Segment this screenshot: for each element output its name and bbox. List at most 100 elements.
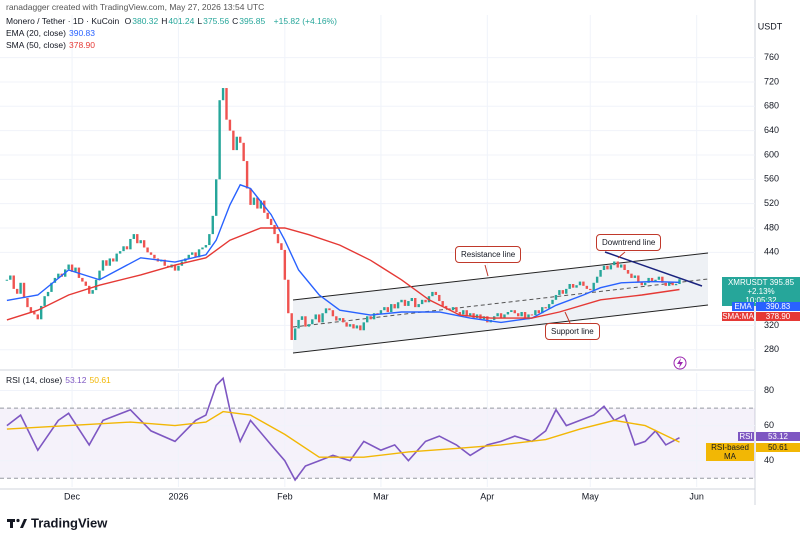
sma-name: SMA (50, close) [6, 40, 66, 50]
candle [283, 249, 287, 280]
candle [386, 307, 389, 313]
candle [19, 282, 22, 294]
candle [259, 200, 263, 209]
candle [506, 312, 510, 315]
candle [328, 308, 331, 311]
candle [129, 238, 132, 250]
credit: ranadagger created with TradingView.com,… [6, 2, 265, 12]
candle [458, 312, 462, 315]
countdown: 10:05:32 [745, 296, 777, 305]
candle [304, 316, 307, 327]
x-tick-label: Jun [689, 491, 704, 501]
candle [273, 224, 276, 235]
candle [664, 282, 667, 286]
candle [67, 264, 70, 270]
candle [105, 260, 108, 266]
candle [510, 310, 513, 313]
candle [266, 212, 269, 219]
candle [547, 304, 551, 309]
callout [564, 311, 571, 324]
candle [619, 264, 623, 268]
candle [197, 249, 201, 258]
candle [98, 270, 101, 280]
ema-name: EMA (20, close) [6, 28, 66, 38]
y-tick-label: 60 [764, 420, 774, 430]
candle [132, 234, 136, 239]
ohlc: O380.32 H401.24 L375.56 C395.85 [125, 16, 269, 26]
candle [372, 313, 376, 320]
rsi-value: 53.12 [65, 375, 87, 385]
candle [125, 246, 129, 250]
candle [91, 290, 94, 294]
candle [249, 188, 252, 205]
candle [139, 240, 142, 244]
candle [616, 261, 619, 268]
candle [626, 270, 630, 274]
logo [7, 518, 27, 528]
candle [81, 277, 84, 282]
ohlc-key: O [124, 16, 132, 26]
candle [643, 282, 647, 286]
rsi-ma-tag: RSI-based MA [706, 443, 754, 461]
candle [122, 246, 125, 252]
candle [245, 161, 249, 189]
candle [194, 252, 197, 258]
candle [366, 316, 369, 323]
rsi-ma-price: 50.61 [756, 443, 800, 452]
sma-price: 378.90 [756, 312, 800, 321]
candle [190, 252, 194, 255]
candle [527, 314, 530, 320]
ohlc-key: L [197, 16, 203, 26]
candle [136, 234, 139, 244]
candle [341, 318, 345, 323]
candle [290, 313, 293, 341]
candle [287, 279, 290, 314]
candle [647, 277, 650, 283]
brand: TradingView [31, 515, 108, 530]
candle [417, 304, 420, 308]
resistance-note: Resistance line [455, 246, 522, 263]
candle [558, 290, 561, 295]
last-price: 395.85 [769, 278, 795, 287]
candle [503, 314, 506, 319]
candle [22, 282, 26, 299]
candle [115, 253, 118, 262]
candle [29, 307, 33, 313]
alert-icon[interactable] [673, 356, 687, 370]
series-line [6, 376, 680, 482]
ohlc-value: 375.56 [203, 16, 230, 26]
candle [582, 281, 585, 286]
rsi-title: RSI (14, close) [6, 375, 63, 385]
candle [112, 258, 115, 262]
ema-value: 390.83 [69, 28, 95, 38]
candle [613, 261, 616, 266]
ohlc-key: C [232, 16, 239, 26]
candle [307, 324, 311, 327]
candle [657, 276, 661, 280]
series-line [6, 183, 680, 324]
y-tick-label: 480 [764, 222, 779, 232]
candle [5, 279, 9, 281]
candle [280, 243, 283, 250]
legend-ema: EMA (20, close) 390.83 [6, 28, 98, 38]
series-line [6, 227, 680, 321]
x-tick-label: Feb [277, 491, 293, 501]
y-tick-label: 600 [764, 149, 779, 159]
candle [242, 142, 245, 162]
candle [235, 136, 238, 151]
x-tick-label: 2026 [168, 491, 188, 501]
downtrend-note: Downtrend line [596, 234, 662, 251]
candle [74, 267, 77, 272]
candle [84, 281, 87, 286]
candle [551, 299, 554, 305]
callout [617, 251, 626, 259]
y-tick-label: 720 [764, 76, 779, 86]
channel-fill [293, 253, 708, 353]
y-tick-label: 280 [764, 344, 779, 354]
candle [317, 314, 321, 323]
candle [46, 291, 50, 297]
ohlc-value: 401.24 [168, 16, 195, 26]
candle [208, 234, 211, 246]
last-price-label: XMRUSDT 395.85 +2.13% 10:05:32 [722, 277, 800, 306]
series-line [6, 410, 680, 458]
